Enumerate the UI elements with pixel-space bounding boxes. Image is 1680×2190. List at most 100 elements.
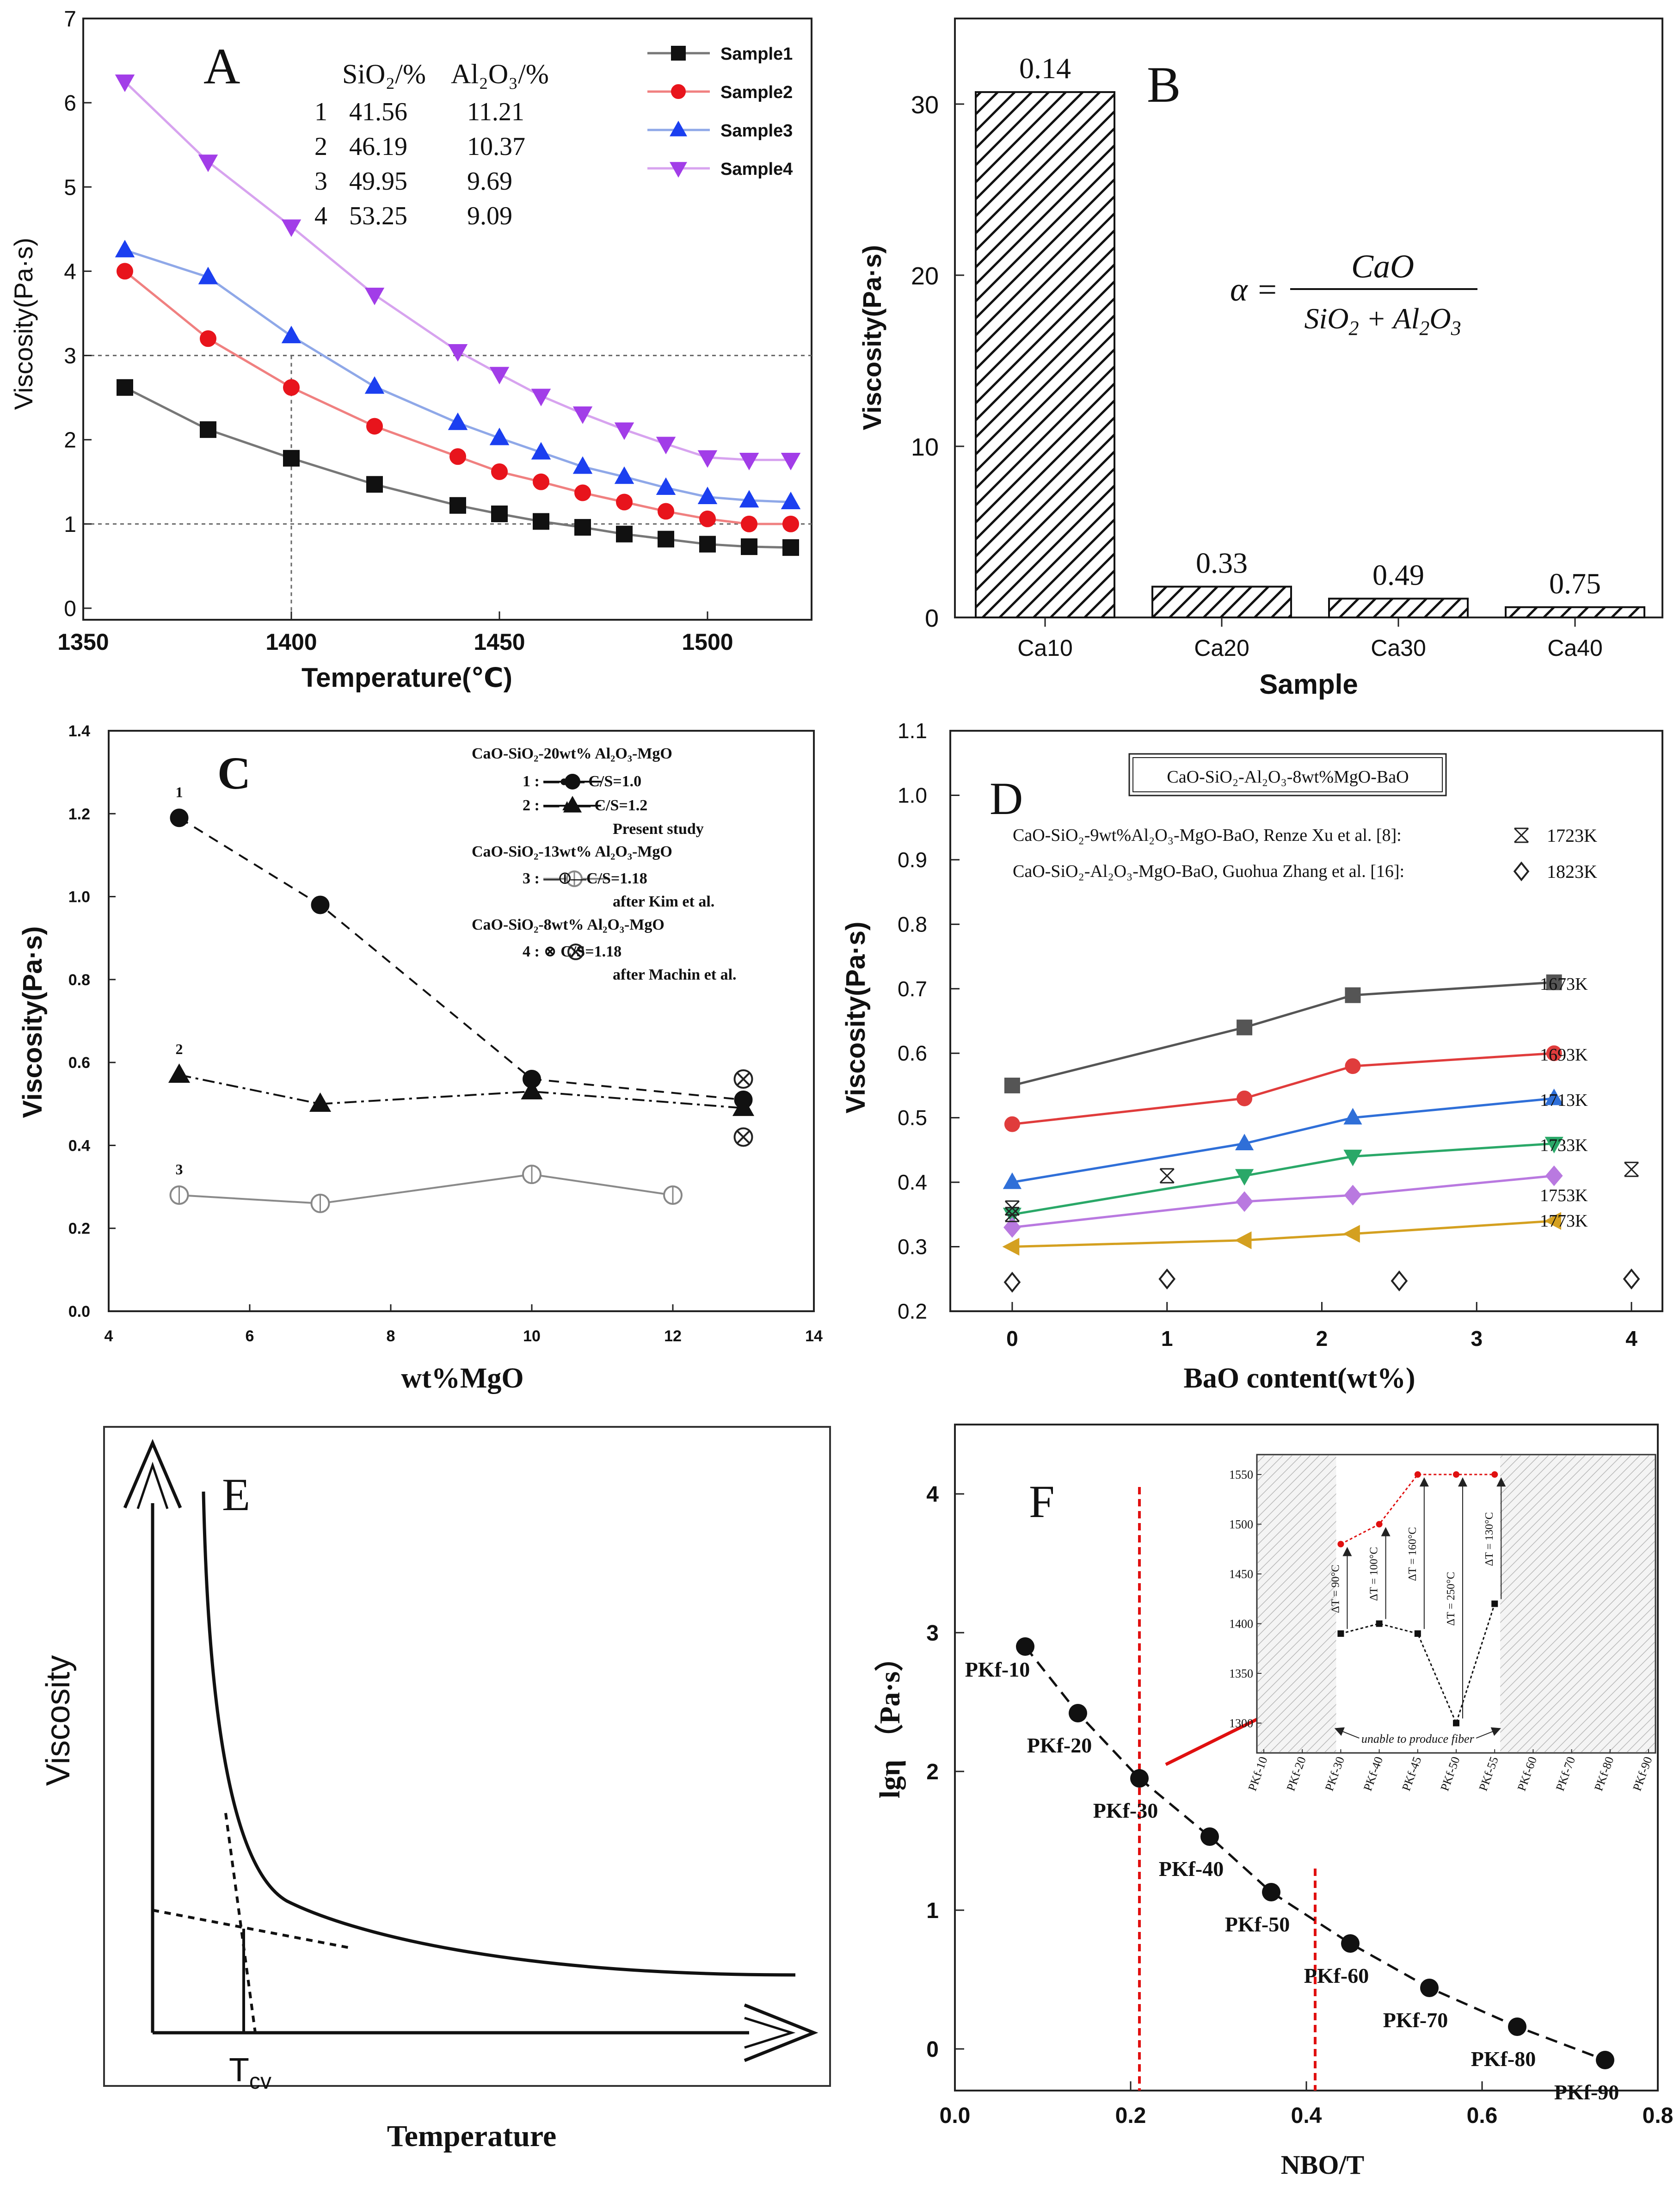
legend-marker-cross: [570, 946, 582, 958]
inset-delta-label: ΔT = 90°C: [1329, 1565, 1342, 1613]
data-point: [310, 1193, 330, 1213]
data-point: [1236, 1191, 1253, 1212]
x-tick-label: 0.8: [1643, 2104, 1674, 2128]
data-point-cross: [736, 1130, 751, 1144]
data-point: [663, 1185, 683, 1205]
data-point-strokes: [1004, 1207, 1020, 1222]
data-point: [614, 466, 634, 484]
data-point: [616, 525, 633, 543]
legend-marker: [670, 162, 687, 178]
inset-x-tick-label: PKf-30: [1323, 1755, 1347, 1793]
y-tick-label: 0.7: [898, 977, 927, 1001]
x-tick-label: 6: [246, 1327, 254, 1345]
x-axis-label: Temperature(℃): [302, 663, 512, 693]
table-cell-sio2: 41.56: [349, 98, 407, 126]
bar-ca40: [1505, 606, 1645, 619]
y-tick-label: 0: [925, 605, 939, 632]
series-3: 3: [169, 1161, 683, 1213]
panel-frame: [103, 1426, 831, 2087]
series-1693k: 1693K: [1004, 1045, 1588, 1132]
data-point: [1546, 1045, 1562, 1061]
inset-delta-label: ΔT = 130°C: [1483, 1512, 1495, 1566]
series-1823k: [1003, 1268, 1640, 1293]
tangent-steep: [224, 1813, 257, 2033]
y-axis-label: lgη （Pa·s）: [874, 1643, 906, 1799]
y-tick-label: 0.2: [898, 1299, 927, 1323]
data-point-strokes: [1624, 1161, 1639, 1177]
inset-y-tick-label: 1300: [1229, 1717, 1253, 1730]
series-line: [178, 817, 744, 1101]
inset-lower-point: [1453, 1720, 1459, 1727]
data-point: [281, 219, 302, 237]
data-point-pkf-30: PKf-30: [1093, 1769, 1158, 1822]
inset-x-tick-label: PKf-50: [1438, 1755, 1462, 1793]
y-tick-label: 1.0: [68, 888, 90, 906]
legend-entry-1: 1 : —●— C/S=1.0: [523, 773, 641, 790]
formula-denominator: SiO2 + Al2O3: [1304, 302, 1461, 339]
legend-line-2: CaO-SiO₂-Al₂O₃-MgO-BaO, Guohua Zhang et …: [1013, 862, 1404, 881]
data-point: [1002, 1238, 1020, 1256]
x-tick-label: Ca30: [1371, 635, 1426, 661]
panel-f: 0.0 0.2 0.4 0.6 0.8 0 1 2 3 4 PKf-10 PKf-20 PKf-30 P…: [874, 1424, 1674, 2180]
legend: CaO-SiO₂-20wt% Al₂O₃-MgO 1 : —●— C/S=1.0…: [472, 745, 737, 983]
plot-frame: [82, 18, 812, 621]
data-point: [697, 450, 718, 468]
legend-title-1: CaO-SiO₂-20wt% Al₂O₃-MgO: [472, 745, 672, 762]
series-line: [1012, 1142, 1554, 1216]
x-tick-label: Ca20: [1194, 635, 1249, 661]
table-row-index: 1: [314, 98, 327, 126]
inset-x-tick-label: PKf-45: [1399, 1755, 1424, 1793]
data-point: [364, 287, 385, 305]
data-point: [656, 477, 676, 495]
series-end-label: 1693K: [1540, 1045, 1588, 1065]
legend-entry-2-note: Present study: [613, 820, 704, 838]
series-number-label: 3: [176, 1161, 183, 1178]
inset-lower-point: [1337, 1630, 1344, 1637]
data-point: [1343, 1108, 1362, 1125]
data-point: [198, 154, 218, 173]
table-cell-al2o3: 10.37: [467, 132, 525, 161]
y-tick-label: 7: [64, 7, 76, 31]
data-point: [491, 463, 508, 480]
inset-x-tick-label: PKf-60: [1515, 1755, 1539, 1793]
x-tick-label: 1450: [474, 629, 525, 655]
legend-label: Sample4: [720, 160, 793, 179]
legend-line-1: CaO-SiO₂-9wt%Al₂O₃-MgO-BaO, Renze Xu et …: [1013, 826, 1402, 845]
legend-entry-4: 4 : ⊗ C/S=1.18: [523, 943, 622, 960]
y-tick-label: 0.9: [898, 848, 927, 872]
inset-note-arrow-left: [1334, 1727, 1360, 1739]
data-point: [699, 510, 716, 527]
inset-delta-label: ΔT = 100°C: [1368, 1547, 1380, 1601]
series-end-label: 1713K: [1540, 1091, 1588, 1110]
data-point: [533, 473, 549, 490]
x-tick-label: 3: [1471, 1326, 1483, 1351]
inset-x-tick-label: PKf-90: [1630, 1755, 1655, 1793]
inset-upper-point: [1491, 1471, 1498, 1478]
series-sample4: [115, 74, 801, 470]
y-tick-label: 2: [64, 428, 76, 453]
data-point: [169, 1185, 189, 1205]
inset-upper-point: [1414, 1471, 1421, 1478]
inset-x-tick-label: PKf-80: [1592, 1755, 1616, 1793]
y-tick-label: 5: [64, 175, 76, 200]
panel-d: 0 1 2 3 4 0.2 0.3 0.4 0.5 0.6 0.7 0.8 0.9 1.0 1.1 1673…: [841, 719, 1663, 1394]
data-point: [448, 412, 468, 430]
table-row-index: 2: [314, 132, 327, 161]
data-point-pkf-40: PKf-40: [1159, 1827, 1224, 1881]
data-point: [1235, 1169, 1254, 1186]
inset-delta-label: ΔT = 160°C: [1407, 1527, 1419, 1581]
series-1713k: 1713K: [1003, 1088, 1588, 1189]
x-axis-label: Temperature: [387, 2119, 557, 2153]
point-label: PKf-10: [965, 1658, 1030, 1681]
inset-note: unable to produce fiber: [1361, 1732, 1475, 1746]
legend-label: Sample1: [720, 44, 793, 64]
y-tick-label: 1.2: [68, 805, 90, 823]
data-point: [448, 344, 468, 362]
data-point: [1343, 1225, 1360, 1243]
data-point: [658, 503, 674, 520]
data-point: [1004, 1207, 1020, 1222]
series-end-label: 1733K: [1540, 1135, 1588, 1155]
inset-lower-point: [1414, 1630, 1421, 1637]
data-point: [1344, 1184, 1362, 1206]
inset-lower-point: [1491, 1600, 1498, 1607]
